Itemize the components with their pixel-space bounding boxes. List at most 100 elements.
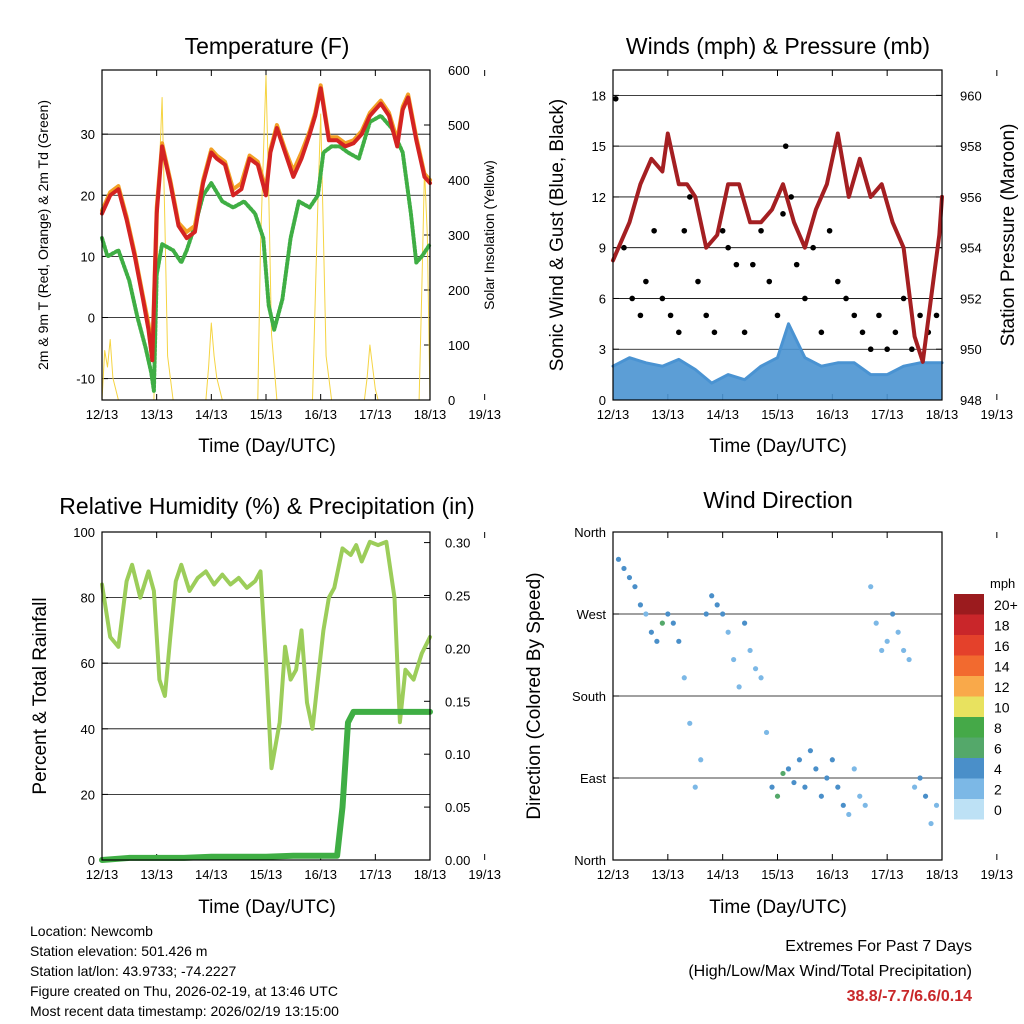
pressure-line <box>611 131 944 364</box>
y-axis-label: Sonic Wind & Gust (Blue, Black) <box>547 99 568 371</box>
y-tick-label: 40 <box>81 722 95 737</box>
direction-point <box>928 820 934 827</box>
gust-point <box>612 95 619 102</box>
legend-swatch <box>954 758 984 779</box>
direction-point <box>648 629 654 635</box>
direction-point <box>851 766 857 772</box>
legend-label: 14 <box>994 659 1010 675</box>
x-tick-label: 16/13 <box>816 407 849 422</box>
panel-winds: 0 3 6 9 12 15 18 12/13 13/13 14/13 15/13 16/13 17/13… <box>547 33 1019 457</box>
legend-title: mph <box>990 576 1015 591</box>
y2-tick-label: 952 <box>960 291 982 306</box>
direction-point <box>676 638 682 644</box>
x-tick-label: 18/13 <box>414 867 447 882</box>
y2-tick-label: 400 <box>448 173 470 188</box>
y-tick-label: South <box>572 689 606 704</box>
plot-border <box>101 531 431 861</box>
direction-point <box>901 647 907 654</box>
direction-point <box>703 611 709 617</box>
x-tick-label: 12/13 <box>86 407 119 422</box>
chart-title: Relative Humidity (%) & Precipitation (i… <box>59 493 474 519</box>
y2-tick-label: 200 <box>448 283 470 298</box>
x-tick-label: 12/13 <box>597 867 630 882</box>
x-tick-label: 14/13 <box>195 867 228 882</box>
direction-point <box>714 602 720 608</box>
x-tick-label: 15/13 <box>250 867 283 882</box>
direction-point <box>763 729 770 736</box>
legend-swatch <box>954 778 984 799</box>
x-tick-label: 13/13 <box>140 407 173 422</box>
extremes-box: Extremes For Past 7 Days (High/Low/Max W… <box>688 934 972 1009</box>
y2-tick-label: 100 <box>448 338 470 353</box>
wind-area <box>613 323 942 400</box>
x-tick-label: 17/13 <box>871 867 904 882</box>
direction-point <box>890 611 896 617</box>
gust-point <box>900 295 907 302</box>
gust-point <box>826 227 833 234</box>
gust-point <box>909 346 915 353</box>
direction-point <box>725 629 731 635</box>
figure-created: Figure created on Thu, 2026-02-19, at 13… <box>30 983 338 999</box>
x-tick-label: 19/13 <box>981 407 1014 422</box>
gust-point <box>884 346 890 353</box>
y2-tick-label: 958 <box>960 139 982 154</box>
y-tick-label: 60 <box>81 656 95 671</box>
direction-point <box>637 602 644 608</box>
legend-label: 18 <box>994 618 1010 634</box>
legend-swatch <box>954 655 984 676</box>
gust-point <box>843 295 849 302</box>
chart-title: Temperature (F) <box>185 33 350 59</box>
gust-point <box>659 295 666 302</box>
y-tick-label: 3 <box>599 342 606 357</box>
direction-point <box>868 584 874 590</box>
direction-point <box>840 802 846 808</box>
direction-point <box>796 757 803 763</box>
y2-tick-label: 600 <box>448 63 470 78</box>
direction-point <box>747 647 753 654</box>
direction-point <box>659 620 665 626</box>
gust-point <box>695 278 701 285</box>
legend-swatch <box>954 614 984 635</box>
direction-point <box>895 629 901 635</box>
direction-point <box>780 770 786 777</box>
gust-point <box>750 261 756 268</box>
direction-point <box>922 793 929 799</box>
x-tick-label: 18/13 <box>926 407 959 422</box>
legend-label: 8 <box>994 720 1002 736</box>
x-tick-label: 12/13 <box>86 867 119 882</box>
direction-point <box>621 565 627 572</box>
direction-point <box>758 675 764 681</box>
temp-9m-line <box>100 83 432 357</box>
legend-swatch <box>954 717 984 738</box>
gust-point <box>676 329 682 336</box>
gust-point <box>725 244 731 251</box>
panel-rh_precip: 0 20 40 60 80 100 12/13 13/13 14/13 15/13 16/13 17/… <box>30 493 501 918</box>
gust-point <box>859 329 866 336</box>
direction-point <box>731 656 737 663</box>
direction-point <box>862 802 868 808</box>
x-tick-label: 18/13 <box>414 407 447 422</box>
x-tick-label: 18/13 <box>926 867 959 882</box>
x-tick-label: 17/13 <box>359 407 392 422</box>
rh-line <box>100 539 432 771</box>
x-tick-label: 13/13 <box>140 867 173 882</box>
gust-point <box>643 278 649 285</box>
gust-point <box>681 227 688 234</box>
legend-label: 20+ <box>994 597 1018 613</box>
direction-point <box>665 611 671 617</box>
legend-label: 16 <box>994 638 1010 654</box>
gust-point <box>867 346 874 353</box>
y-tick-label: -10 <box>76 372 95 387</box>
y-tick-label: North <box>574 525 606 540</box>
gust-point <box>766 278 773 285</box>
y2-tick-label: 0.05 <box>445 800 470 815</box>
direction-point <box>720 611 726 617</box>
direction-point <box>632 584 638 590</box>
x-tick-label: 13/13 <box>652 407 685 422</box>
gust-point <box>780 211 786 217</box>
gust-point <box>851 312 858 319</box>
gust-point <box>810 244 816 251</box>
gust-point <box>933 312 940 319</box>
